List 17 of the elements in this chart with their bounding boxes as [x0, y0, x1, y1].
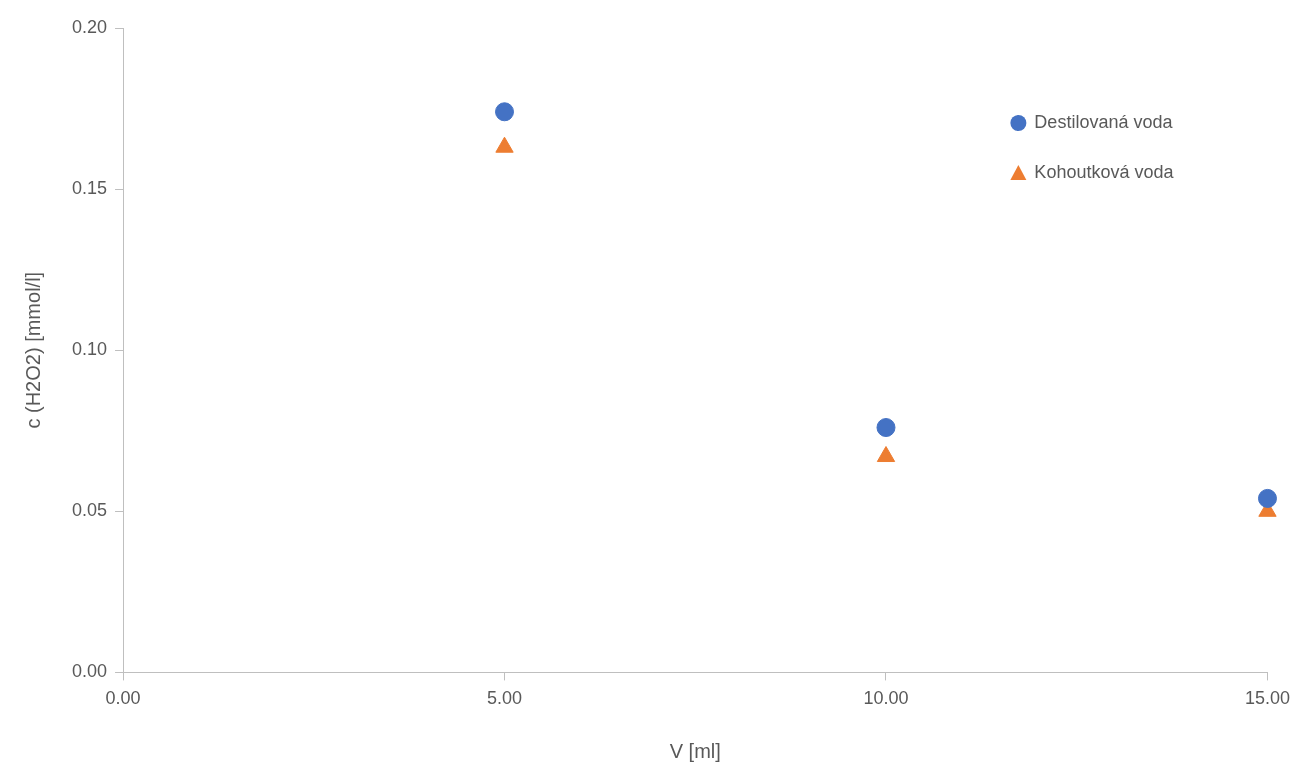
x-tick-label: 5.00 [486, 688, 523, 709]
y-tick-label: 0.05 [71, 500, 108, 521]
y-tick-label: 0.00 [71, 661, 108, 682]
point [1257, 488, 1277, 508]
legend-label: Destilovaná voda [1034, 111, 1174, 132]
y-tick-label: 0.10 [71, 339, 108, 360]
legend-label: Kohoutková voda [1034, 161, 1175, 182]
point [876, 446, 896, 463]
point [495, 102, 515, 122]
y-tick-label: 0.20 [71, 16, 108, 37]
point [876, 418, 896, 438]
x-axis-title: V [ml] [669, 739, 721, 762]
x-tick-label: 15.00 [1244, 688, 1290, 709]
y-tick-label: 0.15 [71, 178, 108, 199]
x-tick-label: 10.00 [863, 688, 909, 709]
y-axis-title: c (H2O2) [mmol/l] [21, 271, 44, 429]
x-tick-label: 0.00 [105, 688, 141, 709]
